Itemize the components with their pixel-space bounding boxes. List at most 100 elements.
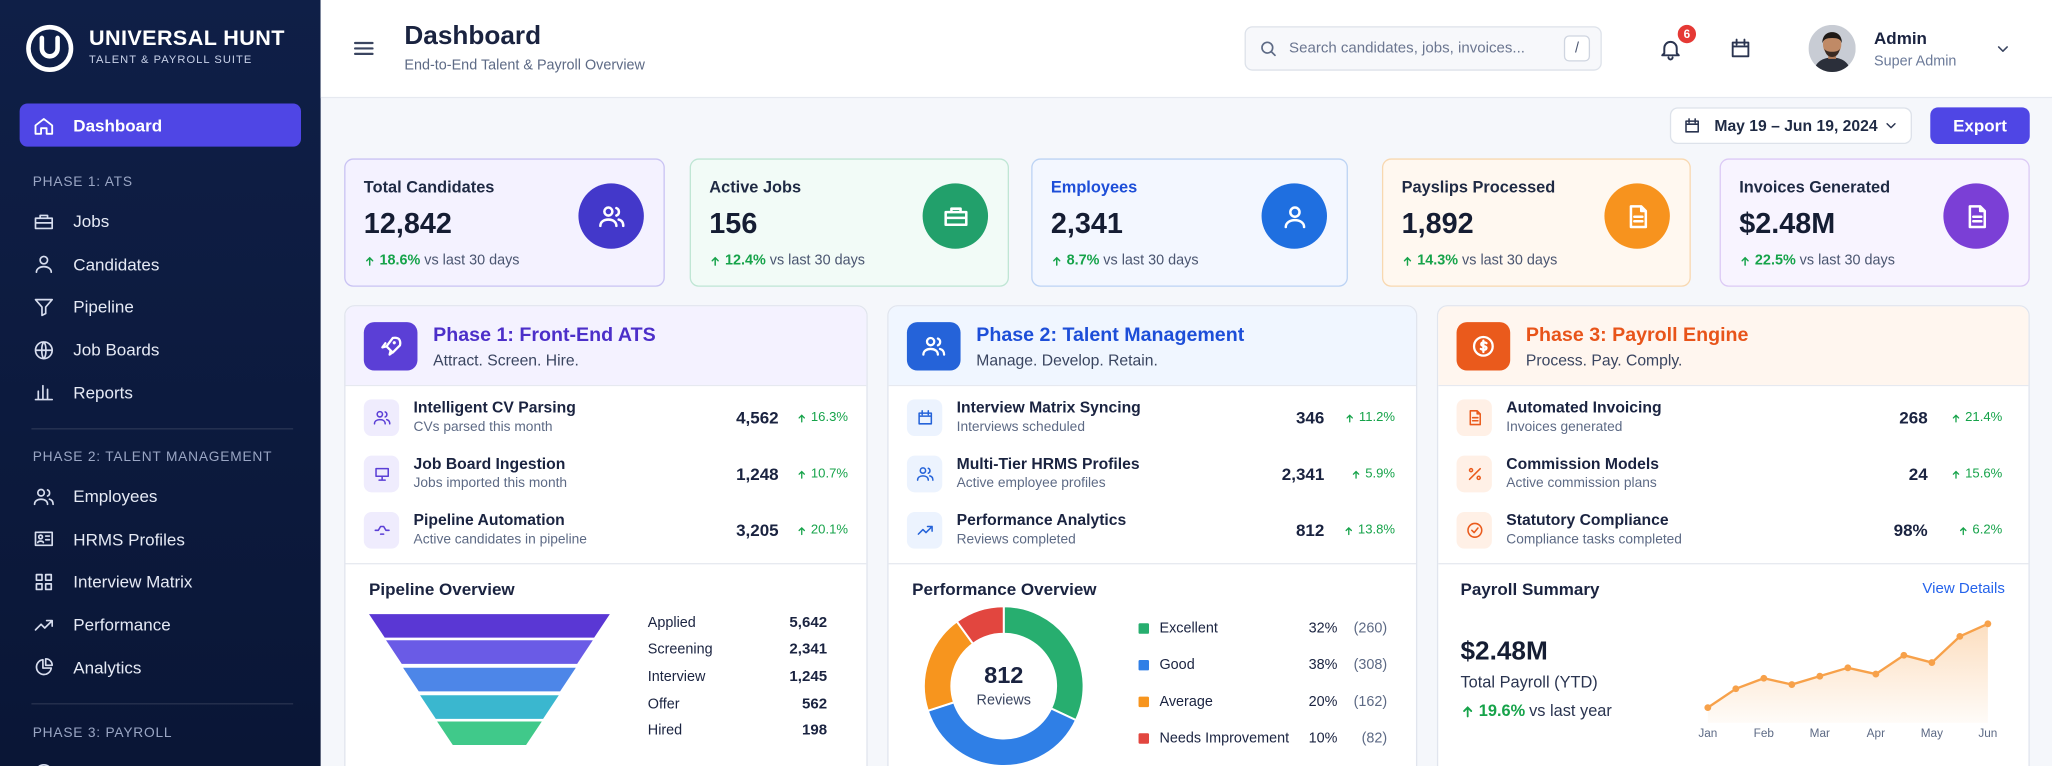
- nav-item[interactable]: Employees: [73, 486, 158, 507]
- nav-item[interactable]: HRMS Profiles: [73, 529, 185, 549]
- nav-active[interactable]: [19, 103, 301, 147]
- icon-path: [1466, 522, 1482, 538]
- legend-count: (308): [1353, 657, 1388, 674]
- metric-title: Commission Models: [1506, 454, 1659, 473]
- icon-path: [922, 336, 946, 356]
- nav-item[interactable]: Candidates: [73, 254, 160, 274]
- view-details-link[interactable]: View Details: [1922, 581, 2005, 598]
- metric-change-value: 16.3%: [810, 410, 849, 425]
- metric-title: Intelligent CV Parsing: [413, 398, 576, 417]
- user-role: Super Admin: [1874, 53, 1957, 70]
- icon-path: [1660, 40, 1680, 60]
- payroll-change: 19.6% vs last year: [1460, 702, 1612, 720]
- arrow-up: [1952, 413, 1960, 422]
- icon-path: [34, 255, 52, 274]
- icon-path: [1731, 38, 1750, 58]
- export-label[interactable]: Export: [1953, 115, 2007, 136]
- export-button[interactable]: [1930, 107, 2030, 145]
- nav-item[interactable]: Performance: [73, 614, 171, 635]
- metric-title: Multi-Tier HRMS Profiles: [956, 454, 1140, 473]
- logo: [26, 24, 74, 73]
- nav-section-title: PHASE 3: PAYROLL: [32, 725, 173, 742]
- icon-path: [1472, 335, 1494, 357]
- arrow-up: [1403, 256, 1412, 266]
- icon: [33, 117, 53, 135]
- user-name[interactable]: Admin: [1874, 28, 1927, 48]
- date-range: May 19 – Jun 19, 2024: [1714, 116, 1878, 135]
- nav-item[interactable]: Reports: [73, 382, 133, 403]
- legend-count: (260): [1353, 620, 1388, 637]
- arrow-path: [798, 470, 806, 479]
- icon: [34, 340, 53, 359]
- metric-change-value: 21.4%: [1965, 410, 2003, 425]
- icon: [922, 336, 946, 356]
- icon: [353, 41, 374, 55]
- kpi-label: Active Jobs: [709, 178, 802, 197]
- metric-title: Automated Invoicing: [1506, 398, 1662, 417]
- phase-title: Phase 3: Payroll Engine: [1525, 324, 1749, 347]
- metric-icon-bg: [906, 455, 943, 493]
- legend-percent: 32%: [1308, 620, 1338, 637]
- metric-title: Statutory Compliance: [1506, 510, 1669, 529]
- legend-label: Needs Improvement: [1159, 730, 1290, 747]
- nav-section-title: PHASE 1: ATS: [32, 174, 133, 190]
- icon-path: [1468, 467, 1481, 481]
- metric-value: 3,205: [736, 520, 779, 541]
- metric-change-value: 6.2%: [1972, 523, 2003, 538]
- nav-item[interactable]: Analytics: [73, 657, 142, 678]
- nav-item[interactable]: Pipeline: [73, 297, 134, 317]
- arrow-path: [1741, 256, 1749, 266]
- x-tick-label: Apr: [1866, 726, 1886, 740]
- arrow-up: [1741, 256, 1749, 266]
- date-range-button[interactable]: [1669, 107, 1912, 145]
- nav-item[interactable]: Job Boards: [73, 339, 160, 360]
- page-subtitle: End-to-End Talent & Payroll Overview: [404, 57, 645, 74]
- search-box[interactable]: [1244, 26, 1602, 71]
- kpi-change-period: vs last 30 days: [424, 252, 520, 269]
- kpi-change: 8.7% vs last 30 days: [1051, 252, 1199, 269]
- nav-item[interactable]: Jobs: [73, 211, 110, 232]
- arrow-up: [1346, 413, 1354, 422]
- metric-change: 11.2%: [1344, 410, 1395, 425]
- search-placeholder: Search candidates, jobs, invoices...: [1289, 40, 1525, 57]
- kpi-change-value: 8.7%: [1066, 252, 1100, 269]
- chart-title: Pipeline Overview: [369, 579, 515, 600]
- icon: [943, 206, 967, 226]
- metric-title: Interview Matrix Syncing: [956, 398, 1141, 417]
- icon: [1261, 41, 1276, 57]
- icon: [34, 573, 52, 591]
- icon-path: [34, 213, 53, 229]
- nav-item[interactable]: Dashboard: [73, 115, 163, 136]
- x-tick-label: Jan: [1698, 726, 1718, 740]
- icon: [1997, 45, 2008, 52]
- arrow-up: [1345, 526, 1353, 535]
- icon: [381, 336, 402, 356]
- arrow-path: [1463, 705, 1473, 717]
- icon: [34, 531, 53, 547]
- nav-item[interactable]: Interview Matrix: [73, 572, 193, 592]
- metric-subtitle: Invoices generated: [1506, 419, 1623, 435]
- arrow-up: [1053, 256, 1061, 266]
- arrow-up: [1352, 470, 1360, 479]
- panel-divider: [345, 563, 867, 565]
- icon-path: [917, 410, 932, 425]
- legend-swatch: [1138, 733, 1150, 744]
- kpi-change-value: 12.4%: [725, 252, 766, 269]
- metric-subtitle: Interviews scheduled: [956, 419, 1085, 435]
- arrow-up: [1959, 526, 1967, 535]
- kpi-value: 12,842: [363, 206, 452, 240]
- metric-subtitle: Reviews completed: [956, 531, 1076, 548]
- arrow-path: [1952, 470, 1960, 479]
- metric-value: 98%: [1893, 520, 1928, 541]
- icon: [35, 658, 53, 676]
- icon-path: [34, 573, 52, 591]
- shortcut-label: /: [1574, 40, 1579, 57]
- legend-swatch: [1138, 696, 1150, 708]
- metric-change: 13.8%: [1344, 523, 1395, 538]
- icon: [373, 410, 390, 425]
- arrow-up: [798, 526, 806, 535]
- metric-value: 24: [1908, 464, 1928, 484]
- arrow-up: [366, 256, 374, 266]
